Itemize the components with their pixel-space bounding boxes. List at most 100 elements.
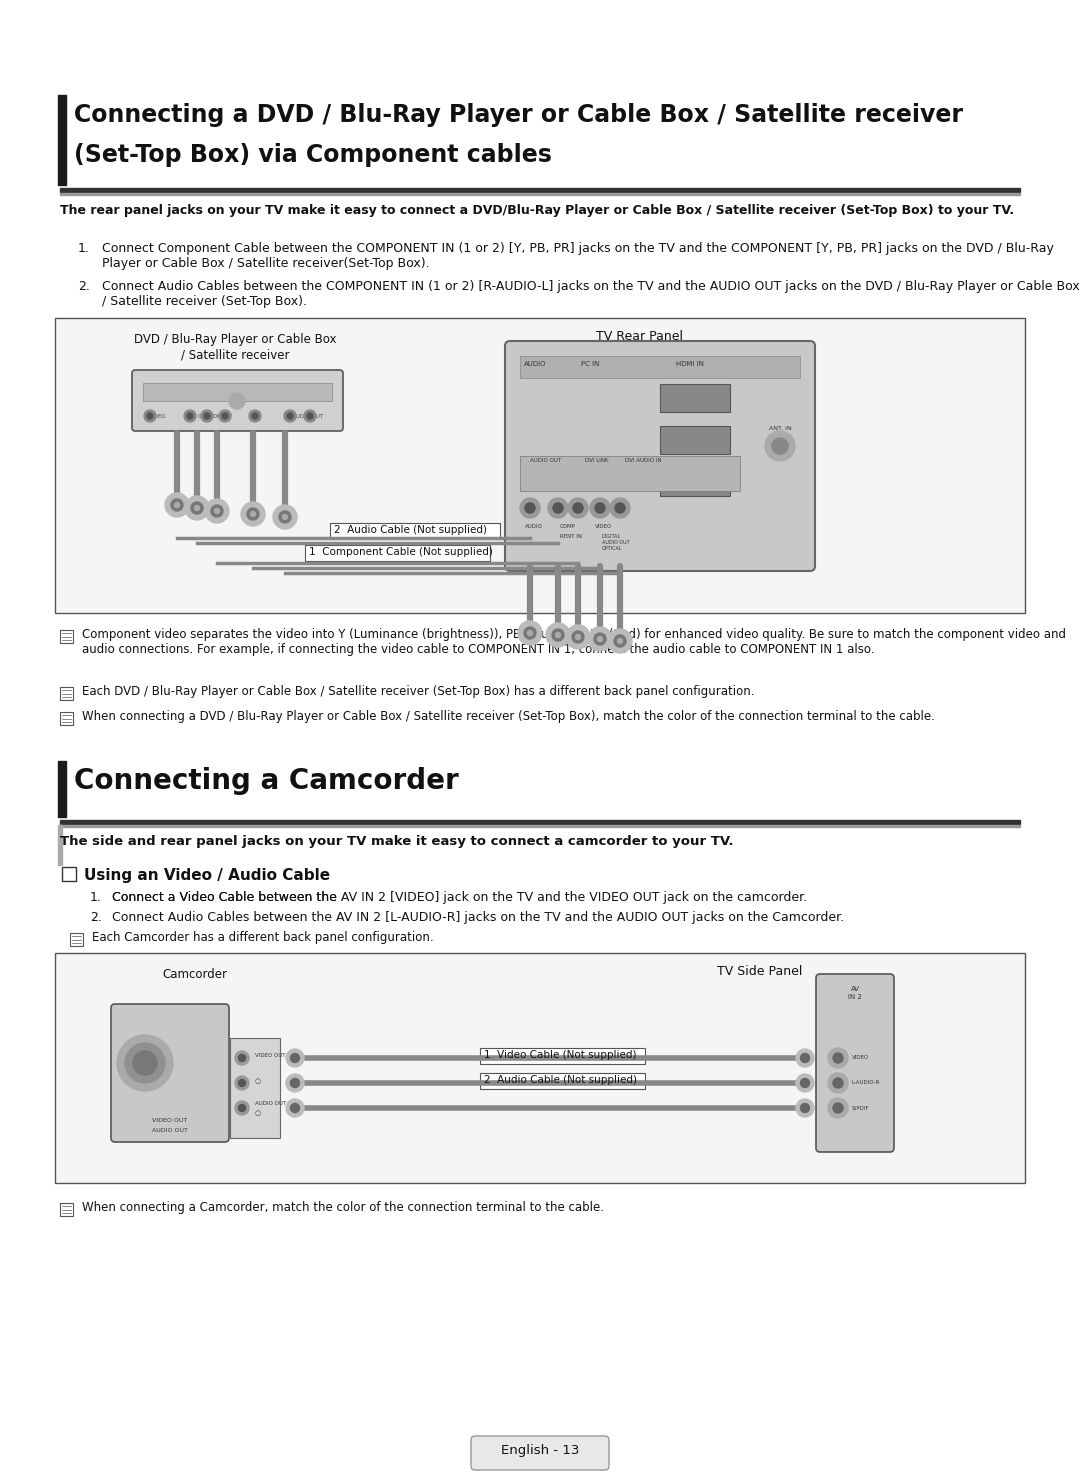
Text: Connect a Video Cable between the AV IN 2 [VIDEO] jack on the TV and the VIDEO O: Connect a Video Cable between the AV IN … <box>112 891 807 904</box>
FancyBboxPatch shape <box>111 1003 229 1143</box>
Text: IN 2: IN 2 <box>848 994 862 1000</box>
Text: AUDIO OUT: AUDIO OUT <box>255 1101 286 1106</box>
Circle shape <box>833 1077 843 1088</box>
Circle shape <box>184 411 195 422</box>
FancyBboxPatch shape <box>132 370 343 431</box>
Circle shape <box>286 1074 303 1092</box>
Circle shape <box>235 1101 249 1114</box>
Circle shape <box>772 439 788 453</box>
FancyBboxPatch shape <box>471 1436 609 1470</box>
Text: DVI LINK: DVI LINK <box>585 458 608 462</box>
Text: ○: ○ <box>255 1077 261 1083</box>
Circle shape <box>524 627 536 639</box>
Circle shape <box>572 631 584 643</box>
Circle shape <box>175 502 179 507</box>
Text: Camcorder: Camcorder <box>162 968 228 981</box>
Text: Connect Audio Cables between the COMPONENT IN (1 or 2) [R-AUDIO-L] jacks on the : Connect Audio Cables between the COMPONE… <box>102 280 1080 308</box>
Circle shape <box>555 633 561 637</box>
Circle shape <box>590 498 610 519</box>
Circle shape <box>229 393 245 409</box>
Text: VIDEO OUT: VIDEO OUT <box>255 1054 285 1058</box>
Circle shape <box>800 1079 810 1088</box>
Bar <box>60 825 1020 827</box>
Circle shape <box>247 508 259 520</box>
Text: Each Camcorder has a different back panel configuration.: Each Camcorder has a different back pane… <box>92 931 434 944</box>
Text: S/PDIF: S/PDIF <box>852 1106 869 1110</box>
Bar <box>143 382 332 402</box>
Text: The side and rear panel jacks on your TV make it easy to connect a camcorder to : The side and rear panel jacks on your TV… <box>60 834 733 848</box>
Text: The rear panel jacks on your TV make it easy to connect a DVD/Blu-Ray Player or : The rear panel jacks on your TV make it … <box>60 205 1014 216</box>
Circle shape <box>201 411 213 422</box>
Circle shape <box>211 505 222 517</box>
Circle shape <box>286 1049 303 1067</box>
Text: AUDIO: AUDIO <box>525 525 543 529</box>
Text: When connecting a Camcorder, match the color of the connection terminal to the c: When connecting a Camcorder, match the c… <box>82 1200 604 1214</box>
Text: VIDEO: VIDEO <box>595 525 612 529</box>
Circle shape <box>796 1049 814 1067</box>
Circle shape <box>204 413 210 419</box>
Circle shape <box>576 634 581 640</box>
Circle shape <box>552 628 564 642</box>
Circle shape <box>525 502 535 513</box>
Circle shape <box>800 1104 810 1113</box>
Circle shape <box>291 1054 299 1063</box>
Circle shape <box>518 621 542 645</box>
Circle shape <box>519 498 540 519</box>
Circle shape <box>133 1051 157 1074</box>
Circle shape <box>608 628 632 654</box>
Text: 2  Audio Cable (Not supplied): 2 Audio Cable (Not supplied) <box>484 1074 637 1085</box>
Text: L-AUDIO-R: L-AUDIO-R <box>852 1080 880 1085</box>
Circle shape <box>800 1054 810 1063</box>
Circle shape <box>548 498 568 519</box>
Bar <box>60 630 73 643</box>
Circle shape <box>185 496 210 520</box>
Text: AUDIO OUT: AUDIO OUT <box>530 458 562 462</box>
Bar <box>230 1037 280 1138</box>
Text: / Satellite receiver: / Satellite receiver <box>180 348 289 362</box>
Circle shape <box>833 1103 843 1113</box>
Circle shape <box>147 413 153 419</box>
Text: VIDEO OUT: VIDEO OUT <box>152 1117 188 1123</box>
Circle shape <box>796 1100 814 1117</box>
Text: 2  Audio Cable (Not supplied): 2 Audio Cable (Not supplied) <box>334 525 487 535</box>
Text: Connecting a DVD / Blu-Ray Player or Cable Box / Satellite receiver: Connecting a DVD / Blu-Ray Player or Cab… <box>75 104 963 127</box>
Circle shape <box>765 431 795 461</box>
Circle shape <box>165 494 189 517</box>
Circle shape <box>568 498 588 519</box>
Bar <box>60 188 1020 191</box>
Circle shape <box>273 505 297 529</box>
Circle shape <box>588 627 612 651</box>
Bar <box>62 867 76 880</box>
Text: ANT. IN: ANT. IN <box>769 425 792 431</box>
Bar <box>70 934 83 946</box>
Bar <box>60 193 1020 196</box>
Circle shape <box>283 514 287 520</box>
Circle shape <box>222 413 228 419</box>
Circle shape <box>205 499 229 523</box>
Text: COMP: COMP <box>561 525 576 529</box>
Text: AV: AV <box>851 986 860 991</box>
Circle shape <box>219 411 231 422</box>
Circle shape <box>828 1073 848 1094</box>
Bar <box>58 760 66 817</box>
Text: (Set-Top Box) via Component cables: (Set-Top Box) via Component cables <box>75 142 552 167</box>
Circle shape <box>191 502 203 514</box>
Circle shape <box>573 502 583 513</box>
Bar <box>480 1073 645 1089</box>
Circle shape <box>194 505 200 510</box>
FancyBboxPatch shape <box>816 974 894 1152</box>
Text: COMPONENT: COMPONENT <box>198 413 232 419</box>
Text: 1.: 1. <box>78 242 90 255</box>
Text: Using an Video / Audio Cable: Using an Video / Audio Cable <box>84 868 330 883</box>
Circle shape <box>284 411 296 422</box>
Text: 1  Video Cable (Not supplied): 1 Video Cable (Not supplied) <box>484 1051 636 1060</box>
Text: When connecting a DVD / Blu-Ray Player or Cable Box / Satellite receiver (Set-To: When connecting a DVD / Blu-Ray Player o… <box>82 710 935 723</box>
Bar <box>60 688 73 700</box>
Circle shape <box>303 411 316 422</box>
Circle shape <box>215 508 219 513</box>
Text: Connect a Video Cable between the: Connect a Video Cable between the <box>112 891 341 904</box>
Circle shape <box>286 1100 303 1117</box>
Text: AUDIO OUT: AUDIO OUT <box>293 413 324 419</box>
Text: AUDIO OUT: AUDIO OUT <box>152 1128 188 1134</box>
Text: PC IN: PC IN <box>581 362 599 368</box>
